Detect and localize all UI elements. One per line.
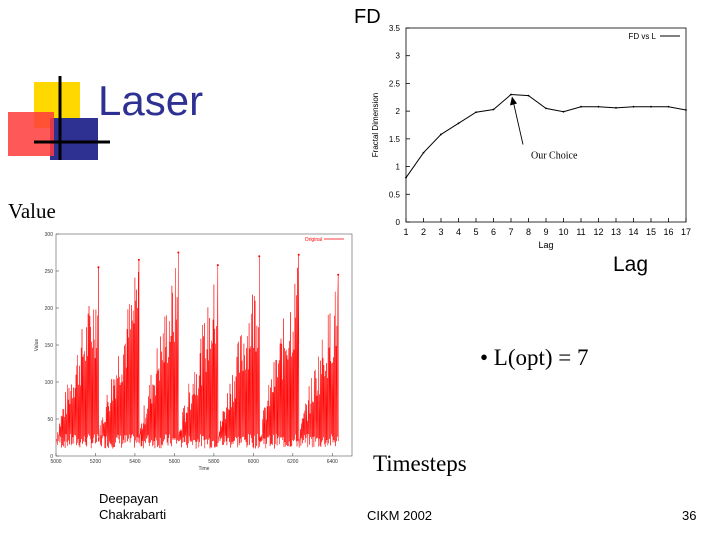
fd-x-tick-label: 4 [456,227,461,237]
fd-vs-lag-chart: 00.511.522.533.51 2 3 4 5 6 7 8 9 10 11 12 13 14 15 16 1… [371,24,691,250]
fd-series-line [405,94,687,178]
fd-data-point [667,105,670,108]
fd-data-point [545,107,547,110]
fd-y-axis-label: Fractal Dimension [371,93,380,157]
fd-x-tick-label: 13 [611,227,621,237]
fd-data-point [405,176,407,179]
fd-data-point [492,108,495,111]
lag-label: Lag [613,253,649,276]
ts-peak-point [216,264,219,267]
ts-peak-point [337,273,340,276]
fd-x-tick-label: 15 [646,227,656,237]
fd-x-tick-label: 7 [508,227,513,237]
fd-x-tick-label: 8 [526,227,531,237]
ts-x-tick-label: 6200 [287,459,298,465]
fd-y-tick-label: 0 [396,218,401,227]
ts-x-tick-label: 6000 [248,459,259,465]
fd-data-point [475,111,477,114]
laser-timeseries-chart: 0 50 100 150 200 250 300 5000 5200 5400 5600 5800 60… [34,232,353,472]
fd-data-point [685,109,687,111]
fd-x-tick-label: 16 [663,227,673,237]
fd-x-tick-label: 9 [543,227,548,237]
fd-data-point [510,93,512,96]
ts-x-tick-label: 5000 [50,459,61,465]
decorative-squares [8,76,110,160]
footer-page-number: 36 [682,508,697,523]
ts-peak-point [258,255,261,258]
fd-data-point [615,106,617,109]
fd-y-tick-label: 1.5 [389,135,401,144]
fd-data-point [632,105,635,108]
fd-data-point [562,110,565,113]
fd-y-tick-label: 0.5 [389,190,401,199]
ts-y-tick-label: 300 [45,232,54,238]
ts-x-tick-label: 5400 [129,459,140,465]
ts-peak-point [137,258,140,261]
fd-data-point [650,105,652,108]
ts-y-tick-label: 200 [45,306,54,312]
fd-x-tick-label: 3 [438,227,443,237]
slide-title: Laser [98,77,204,124]
fd-y-tick-label: 3 [396,52,401,61]
fd-x-tick-label: 5 [473,227,478,237]
fd-annotation-label: Our Choice [531,151,578,162]
ts-peak-point [177,251,180,254]
timesteps-label: Timesteps [373,451,467,476]
fd-x-axis-label: Lag [538,240,553,250]
footer-conference: CIKM 2002 [367,508,433,523]
fd-x-tick-label: 12 [593,227,603,237]
fd-data-point [597,105,600,108]
fd-annotation-arrow [512,100,524,145]
ts-x-axis-label: Time [199,466,210,472]
ts-x-tick-label: 6400 [327,459,338,465]
ts-y-tick-label: 50 [47,417,53,423]
ts-y-tick-label: 100 [45,380,54,386]
fd-x-tick-label: 17 [681,227,691,237]
value-label: Value [8,199,56,223]
ts-y-tick-label: 150 [45,343,54,349]
ts-y-axis-label: Value [34,339,40,352]
fd-y-tick-label: 3.5 [389,24,401,33]
fd-x-tick-label: 6 [491,227,496,237]
ts-series-line [55,252,339,449]
fd-data-point [457,122,460,125]
fd-x-tick-label: 2 [421,227,426,237]
footer-author-line2: Chakrabarti [99,507,167,522]
fd-data-point [422,151,425,154]
fd-plot-frame [405,27,687,223]
footer-author: Deepayan Chakrabarti [99,491,166,523]
fd-data-point [580,105,582,108]
fd-data-point [440,133,442,136]
footer-author-line1: Deepayan [99,491,159,506]
fd-y-tick-label: 1 [396,163,401,172]
ts-legend-label: Original [305,237,322,243]
fd-label: FD [354,6,381,28]
bullet-lopt: • L(opt) = 7 [480,345,589,370]
ts-x-tick-label: 5600 [169,459,180,465]
fd-y-tick-label: 2.5 [389,79,401,88]
fd-legend-label: FD vs L [628,32,656,41]
ts-y-tick-label: 250 [45,269,54,275]
fd-x-tick-label: 10 [558,227,568,237]
ts-peak-point [97,266,100,269]
fd-x-tick-label: 14 [628,227,638,237]
fd-annotation-arrowhead [510,96,517,106]
ts-y-tick-label: 0 [50,454,53,460]
fd-x-tick-label: 11 [576,227,585,237]
ts-x-tick-label: 5200 [90,459,101,465]
ts-peak-point [297,253,300,256]
ts-x-tick-label: 5800 [208,459,219,465]
fd-y-tick-label: 2 [396,107,401,116]
fd-data-point [527,94,530,97]
fd-x-tick-label: 1 [403,227,408,237]
